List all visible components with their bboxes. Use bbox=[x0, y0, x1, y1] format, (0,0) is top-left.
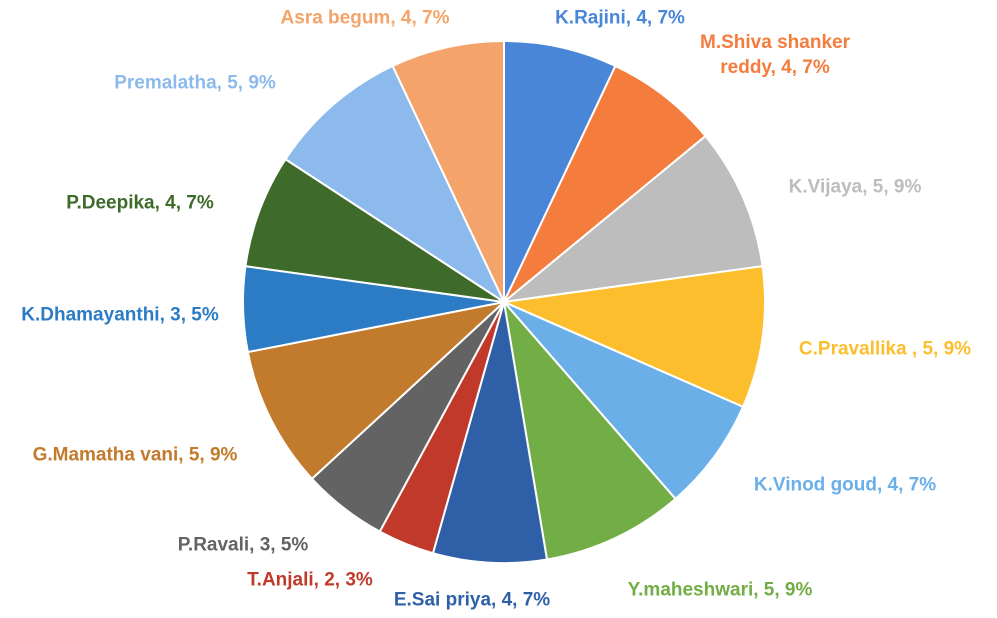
data-label: M.Shiva shanker reddy, 4, 7% bbox=[700, 32, 850, 78]
data-label: Asra begum, 4, 7% bbox=[280, 7, 450, 29]
data-label: K.Dhamayanthi, 3, 5% bbox=[21, 304, 219, 326]
pie-slice bbox=[391, 39, 505, 303]
pie-slice bbox=[503, 39, 617, 303]
data-label: P.Ravali, 3, 5% bbox=[177, 534, 309, 556]
data-label: T.Anjali, 2, 3% bbox=[247, 569, 373, 591]
data-label: K.Vijaya, 5, 9% bbox=[788, 176, 922, 198]
data-label: Premalatha, 5, 9% bbox=[114, 72, 276, 94]
pie-slice bbox=[431, 301, 549, 564]
data-label: K.Vinod goud, 4, 7% bbox=[753, 474, 937, 496]
data-label: C.Pravallika , 5, 9% bbox=[798, 338, 972, 360]
pie-slice bbox=[503, 301, 745, 501]
pie-slice bbox=[503, 64, 707, 303]
pie-slice bbox=[284, 64, 507, 305]
pie-slice bbox=[500, 134, 764, 304]
pie-slice bbox=[246, 300, 508, 481]
data-label: P.Deepika, 4, 7% bbox=[66, 192, 214, 214]
data-label: E.Sai priya, 4, 7% bbox=[393, 589, 551, 611]
data-label: K.Rajini, 4, 7% bbox=[555, 7, 685, 29]
pie-slice bbox=[502, 298, 677, 561]
pie-slice bbox=[500, 265, 766, 409]
pie-slice bbox=[244, 157, 505, 303]
data-label: Y.maheshwari, 5, 9% bbox=[627, 579, 813, 601]
data-label: G.Mamatha vani, 5, 9% bbox=[32, 444, 238, 466]
